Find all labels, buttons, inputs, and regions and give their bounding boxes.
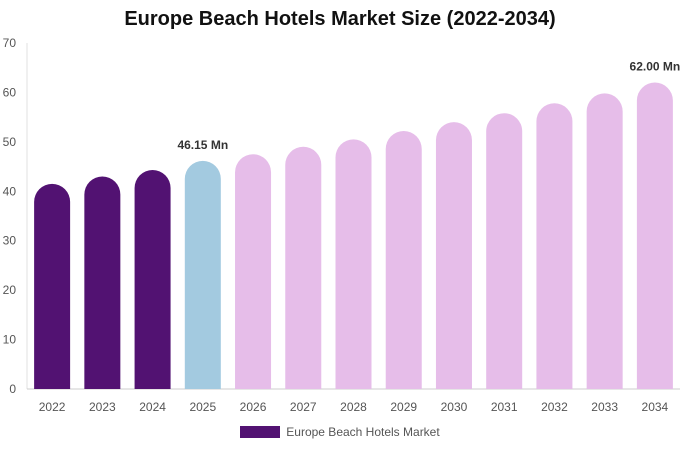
y-tick-label: 20	[3, 283, 17, 297]
bar-2034	[636, 82, 673, 390]
legend: Europe Beach Hotels Market	[0, 425, 680, 439]
data-label: 46.15 Mn	[177, 138, 228, 152]
bar-2033	[586, 93, 623, 389]
x-tick-label: 2022	[39, 400, 66, 414]
legend-swatch	[240, 426, 281, 438]
x-tick-label: 2023	[89, 400, 116, 414]
x-tick-label: 2029	[390, 400, 417, 414]
bar-2028	[335, 139, 372, 389]
bar-2026	[235, 154, 272, 389]
bar-2031	[486, 113, 523, 389]
y-tick-label: 40	[3, 184, 17, 198]
chart-title: Europe Beach Hotels Market Size (2022-20…	[124, 8, 556, 30]
x-tick-label: 2034	[642, 400, 669, 414]
x-tick-label: 2028	[340, 400, 367, 414]
y-tick-label: 30	[3, 234, 17, 248]
legend-label: Europe Beach Hotels Market	[286, 425, 440, 439]
x-tick-label: 2033	[591, 400, 618, 414]
y-tick-label: 0	[9, 382, 16, 396]
bar-2025	[184, 160, 221, 389]
x-tick-label: 2031	[491, 400, 518, 414]
bar-2027	[285, 146, 322, 389]
bar-2024	[134, 170, 171, 389]
bar-2022	[34, 183, 71, 389]
x-tick-label: 2027	[290, 400, 317, 414]
y-tick-label: 60	[3, 85, 17, 99]
x-tick-label: 2024	[139, 400, 166, 414]
x-tick-label: 2030	[441, 400, 468, 414]
bar-2030	[435, 122, 472, 390]
bar-2029	[385, 130, 422, 390]
data-label: 62.00 Mn	[630, 60, 680, 74]
y-tick-label: 70	[3, 36, 17, 50]
bar-2023	[84, 176, 121, 389]
y-tick-label: 50	[3, 135, 17, 149]
bar-2032	[536, 103, 573, 389]
x-tick-label: 2025	[189, 400, 216, 414]
y-tick-label: 10	[3, 333, 17, 347]
x-tick-label: 2026	[240, 400, 267, 414]
x-tick-label: 2032	[541, 400, 568, 414]
